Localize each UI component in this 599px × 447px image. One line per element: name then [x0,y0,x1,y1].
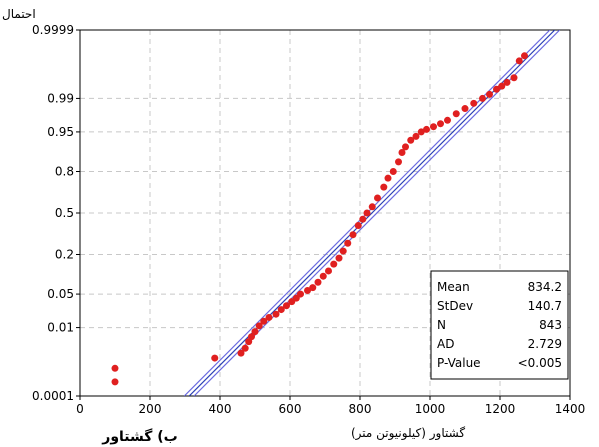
data-point [325,267,332,275]
data-point [255,322,263,330]
y-axis-label: احتمال [2,7,36,21]
data-point [283,302,290,310]
stat-value: 843 [539,318,562,332]
stat-label: N [437,318,446,332]
data-point [354,221,362,229]
data-point [493,85,500,93]
data-point [260,317,268,325]
data-point [277,306,285,314]
data-point [304,286,311,294]
y-tick-label: 0.2 [55,247,74,261]
data-point [297,290,304,298]
y-axis-ticks: 0.0001 0.01 0.05 0.2 0.5 0.8 0.95 0.99 0.9999 [32,23,80,403]
data-point [384,174,392,182]
data-point [486,90,493,98]
data-point [479,94,486,102]
stat-value: 2.729 [528,337,562,351]
figure-caption: ب) گشتاور [101,428,177,445]
data-point [314,278,322,286]
y-tick-label: 0.8 [55,165,74,179]
x-axis-label: گشتاور (کیلونیوتن متر) [351,426,465,441]
data-point [437,120,444,128]
y-tick-label: 0.05 [47,287,74,301]
stat-label: StDev [437,299,473,313]
data-point [241,344,249,352]
stats-box-frame [430,270,569,380]
data-point [251,328,259,336]
data-point [265,313,273,321]
x-tick-label: 600 [279,402,302,416]
stat-value: <0.005 [518,356,562,370]
data-point [380,183,388,191]
data-point [111,378,119,386]
data-point [309,284,317,292]
x-tick-label: 1000 [415,402,446,416]
data-point [335,254,343,262]
x-tick-label: 200 [139,402,162,416]
y-tick-label: 0.01 [47,321,74,335]
y-tick-label: 0.9999 [32,23,74,37]
x-tick-label: 400 [209,402,232,416]
data-point [510,74,518,82]
y-tick-label: 0.95 [47,125,74,139]
stat-label: Mean [437,280,470,294]
data-point [444,116,451,124]
data-point [330,260,338,268]
stat-label: P-Value [437,356,481,370]
data-point [412,132,420,140]
data-point [359,215,367,223]
data-point [363,209,371,217]
data-point [319,272,327,280]
data-point [521,52,528,60]
data-point [398,149,406,157]
data-point [407,136,415,144]
data-point [272,310,280,318]
stats-box: Mean 834.2 StDev 140.7 N 843 AD 2.729 P-Value <0.… [430,270,569,380]
y-tick-label: 0.5 [55,206,74,220]
data-point [374,194,381,202]
data-point [461,105,469,113]
data-point [395,158,402,166]
data-point [515,57,523,65]
data-point [498,82,506,90]
data-point [452,110,460,118]
data-point [349,231,357,239]
data-point [423,125,430,133]
data-point [368,203,376,211]
data-point [470,99,478,107]
data-point [503,78,511,86]
x-tick-label: 1400 [555,402,586,416]
data-point [430,123,437,131]
data-point [417,128,425,136]
grid-lines [80,30,570,396]
y-tick-label: 0.0001 [32,389,74,403]
x-axis-ticks: 0 200 400 600 800 1000 1200 1400 [76,396,585,416]
y-tick-label: 0.99 [47,91,74,105]
data-point [389,168,397,176]
data-point [402,143,409,151]
data-point [111,364,119,372]
x-tick-label: 0 [76,402,84,416]
data-points [111,52,528,386]
stat-value: 140.7 [528,299,562,313]
x-tick-label: 1200 [485,402,516,416]
x-tick-label: 800 [349,402,372,416]
data-point [339,247,347,255]
stat-value: 834.2 [528,280,562,294]
data-point [248,333,255,341]
data-point [237,349,245,357]
data-point [211,354,219,362]
stat-label: AD [437,337,454,351]
data-point [344,239,352,247]
